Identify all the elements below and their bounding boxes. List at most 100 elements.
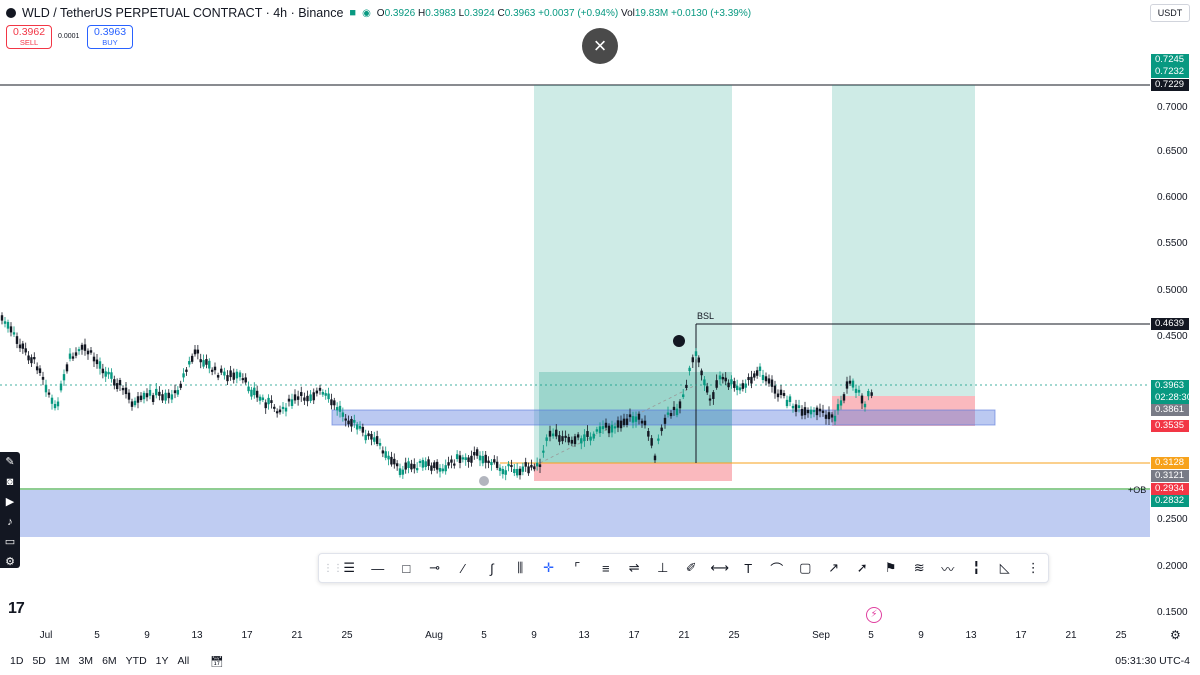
- left-tool-panel: ✎ ◙ ▶ ♪ ▭ ⚙: [0, 452, 20, 568]
- range-1y[interactable]: 1Y: [155, 655, 169, 667]
- text-icon[interactable]: T: [744, 560, 753, 576]
- elliott-wave-icon[interactable]: 〰: [941, 561, 955, 577]
- horizontal-ray-icon[interactable]: —: [371, 560, 385, 576]
- candle-body: [347, 420, 350, 425]
- date-range-icon[interactable]: 📅︎: [210, 656, 224, 668]
- candle-body: [12, 332, 16, 335]
- path-icon[interactable]: ∫: [489, 560, 494, 576]
- candle-body: [441, 468, 445, 472]
- candle-body: [430, 465, 433, 471]
- candle-body: [750, 376, 753, 384]
- axis-settings-icon[interactable]: ⚙: [1170, 628, 1181, 642]
- price-chart[interactable]: BSL +OB: [0, 0, 1150, 625]
- arc-icon[interactable]: ⌒: [770, 561, 784, 577]
- candle-body: [86, 350, 90, 355]
- range-all[interactable]: All: [177, 655, 190, 667]
- price-label-3535: 0.3535: [1151, 420, 1189, 432]
- camera-icon[interactable]: ◙: [6, 476, 14, 488]
- candle-body: [755, 370, 759, 376]
- candle-body: [167, 392, 170, 399]
- candle-body: [107, 371, 110, 375]
- range-1m[interactable]: 1M: [54, 655, 70, 667]
- candle-body: [229, 370, 232, 378]
- candle-body: [666, 412, 670, 415]
- flash-icon[interactable]: ⚡︎: [866, 607, 882, 623]
- range-5d[interactable]: 5D: [32, 655, 46, 667]
- tradingview-logo[interactable]: 17: [8, 600, 25, 617]
- candle-body: [205, 359, 208, 365]
- rectangle-icon[interactable]: □: [402, 560, 411, 576]
- candle-body: [625, 418, 629, 425]
- window-icon[interactable]: ▭: [4, 536, 16, 548]
- video-icon[interactable]: ▶: [5, 496, 15, 508]
- candle-body: [296, 396, 300, 400]
- drag-handle-icon[interactable]: ⋮⋮: [323, 562, 343, 574]
- candle-body: [18, 344, 22, 349]
- candle-body: [583, 434, 586, 442]
- candle-body: [848, 380, 852, 384]
- drawing-toolbar: ⋮⋮ ☰ — □ ⊸ ⁄ ∫ ⫼ ✛ ⌜ ≡ ⇌ ⊥ ✐ ⟷ T ⌒ ▢ ↗ ➚…: [318, 553, 1049, 583]
- candle-body: [306, 395, 309, 402]
- clock[interactable]: 05:31:30 UTC-4: [1115, 655, 1190, 667]
- candle-body: [721, 376, 725, 380]
- candle-body: [83, 344, 87, 351]
- currency-selector[interactable]: USDT: [1150, 4, 1190, 22]
- price-label-bsl: 0.4639: [1151, 318, 1189, 330]
- candle-body: [715, 380, 718, 388]
- time-tick: Sep: [812, 630, 830, 641]
- ruler-icon[interactable]: ◺: [999, 560, 1010, 575]
- arrow-icon[interactable]: ➚: [856, 560, 868, 575]
- candle-body: [785, 399, 789, 407]
- range-1d[interactable]: 1D: [10, 655, 24, 667]
- candle-body: [836, 404, 840, 411]
- horizontal-line-icon[interactable]: ⊸: [429, 560, 441, 575]
- candle-body: [33, 357, 36, 360]
- candle-body: [724, 377, 727, 382]
- candle-body: [867, 390, 870, 397]
- range-ytd[interactable]: YTD: [125, 655, 147, 667]
- candle-body: [115, 383, 119, 390]
- trend-line-icon[interactable]: ⁄: [462, 560, 465, 576]
- profit-zone-1: [534, 85, 732, 463]
- candle-body: [663, 417, 667, 424]
- bars-pattern-icon[interactable]: ╏: [972, 560, 981, 575]
- candle-body: [685, 384, 688, 389]
- candle-body: [145, 393, 149, 398]
- buy-button[interactable]: 0.3963 BUY: [87, 25, 133, 49]
- range-3m[interactable]: 3M: [78, 655, 94, 667]
- candle-body: [133, 400, 137, 406]
- sell-button[interactable]: 0.3962 SELL: [6, 25, 52, 49]
- settings-icon[interactable]: ⚙: [5, 556, 15, 568]
- regression-icon[interactable]: ≋: [913, 560, 925, 575]
- brush-icon[interactable]: ✐: [685, 560, 697, 575]
- candle-body: [293, 394, 297, 401]
- candle-body: [390, 456, 393, 465]
- comment-icon[interactable]: ▢: [799, 560, 812, 575]
- price-tick: 0.1500: [1157, 607, 1188, 618]
- time-tick: 17: [628, 630, 640, 641]
- candle-body: [580, 438, 583, 444]
- crosshair-icon[interactable]: ✛: [543, 560, 555, 575]
- callout-icon[interactable]: ⌜: [574, 560, 581, 575]
- long-position-icon[interactable]: ⫼: [517, 560, 524, 575]
- flag-icon[interactable]: ⚑: [884, 560, 897, 575]
- pitchfork-icon[interactable]: ≡: [601, 560, 610, 576]
- time-tick: 9: [144, 630, 150, 641]
- close-button[interactable]: ×: [582, 28, 618, 64]
- candle-body: [598, 426, 602, 433]
- anchored-text-icon[interactable]: ⊥: [657, 560, 669, 575]
- arrow-marker-icon[interactable]: ↗: [828, 560, 840, 575]
- fib-retracement-icon[interactable]: ☰: [343, 560, 356, 575]
- date-range-tool-icon[interactable]: ⟷: [710, 560, 730, 575]
- parallel-channel-icon[interactable]: ⇌: [628, 560, 640, 575]
- candle-body: [213, 366, 217, 371]
- mic-icon[interactable]: ♪: [7, 516, 13, 528]
- more-icon[interactable]: ⋮: [1026, 560, 1040, 575]
- candle-body: [71, 356, 75, 359]
- draw-icon[interactable]: ✎: [5, 456, 15, 468]
- symbol-title[interactable]: WLD / TetherUS PERPETUAL CONTRACT · 4h ·…: [22, 6, 344, 20]
- range-6m[interactable]: 6M: [102, 655, 117, 667]
- time-tick: 21: [291, 630, 303, 641]
- candle-body: [839, 400, 843, 406]
- candle-body: [794, 404, 798, 412]
